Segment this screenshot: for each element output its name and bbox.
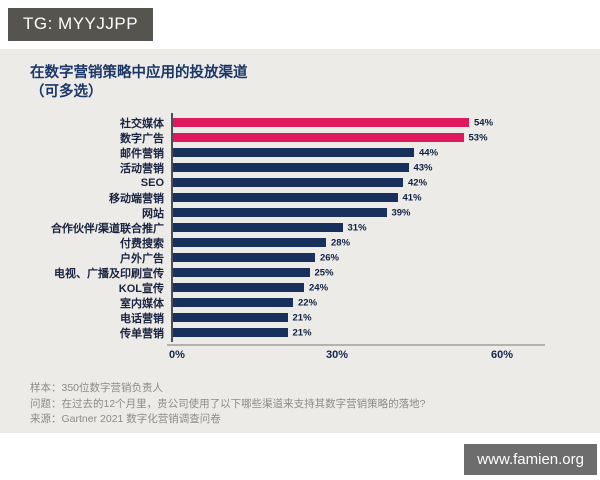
chart-panel: 在数字营销策略中应用的投放渠道 （可多选） 社交媒体 54% 数字广告 53% 邮件营销… xyxy=(0,49,600,433)
bar-track: 44% xyxy=(172,145,502,160)
bar-track: 42% xyxy=(172,175,502,190)
value-label: 25% xyxy=(314,267,334,278)
category-label: 合作伙伴/渠道联合推广 xyxy=(50,222,164,235)
chart-row: KOL宣传 24% xyxy=(30,280,600,295)
category-label: 网站 xyxy=(142,207,164,220)
category-label: 电话营销 xyxy=(120,312,164,325)
category-label: 室内媒体 xyxy=(120,297,164,310)
value-label: 53% xyxy=(468,132,488,143)
category-label: 数字广告 xyxy=(120,132,164,145)
bar-track: 21% xyxy=(172,310,502,325)
value-label: 21% xyxy=(292,312,312,323)
footnote-line: 样本：350位数字营销负责人 xyxy=(30,382,164,394)
value-label: 28% xyxy=(331,237,351,248)
value-label: 24% xyxy=(309,282,329,293)
bar-track: 25% xyxy=(172,265,502,280)
y-axis-line xyxy=(171,113,173,342)
bar xyxy=(172,237,326,248)
category-label: 电视、广播及印刷宣传 xyxy=(54,267,164,280)
chart-row: 网站 39% xyxy=(30,205,600,220)
bar-track: 24% xyxy=(172,280,502,295)
bar xyxy=(172,267,310,278)
bar xyxy=(172,177,403,188)
bar xyxy=(172,132,464,143)
chart-title: 在数字营销策略中应用的投放渠道 xyxy=(30,65,248,81)
x-axis-line xyxy=(167,344,545,346)
bar-track: 54% xyxy=(172,115,502,130)
bar xyxy=(172,192,398,203)
bar xyxy=(172,327,288,338)
tg-watermark-badge: TG: MYYJJPP xyxy=(8,8,154,41)
chart-row: 室内媒体 22% xyxy=(30,295,600,310)
bar xyxy=(172,297,293,308)
footnote-line: 来源：Gartner 2021 数字化营销调查问卷 xyxy=(30,413,221,425)
bar-track: 43% xyxy=(172,160,502,175)
category-label: 付费搜索 xyxy=(120,237,164,250)
value-label: 42% xyxy=(408,177,428,188)
x-axis-tick-label: 30% xyxy=(325,349,349,361)
value-label: 41% xyxy=(402,192,422,203)
value-label: 31% xyxy=(347,222,367,233)
chart-row: 数字广告 53% xyxy=(30,130,600,145)
value-label: 21% xyxy=(292,327,312,338)
bar xyxy=(172,162,409,173)
category-label: 移动端营销 xyxy=(109,192,164,205)
x-axis-ticks: 0% 30% 60% xyxy=(169,349,513,365)
chart-row: 电视、广播及印刷宣传 25% xyxy=(30,265,600,280)
bar xyxy=(172,222,343,233)
bar-track: 28% xyxy=(172,235,502,250)
value-label: 43% xyxy=(413,162,433,173)
chart-row: 电话营销 21% xyxy=(30,310,600,325)
footnotes: 样本：350位数字营销负责人问题：在过去的12个月里，贵公司使用了以下哪些渠道来… xyxy=(30,381,600,428)
bar xyxy=(172,147,414,158)
bar xyxy=(172,312,288,323)
chart-row: 活动营销 43% xyxy=(30,160,600,175)
value-label: 22% xyxy=(298,297,318,308)
value-label: 39% xyxy=(391,207,411,218)
category-label: 社交媒体 xyxy=(120,117,164,130)
bar xyxy=(172,207,387,218)
bar xyxy=(172,282,304,293)
chart-row: 社交媒体 54% xyxy=(30,115,600,130)
category-label: 户外广告 xyxy=(120,252,164,265)
bar-chart: 社交媒体 54% 数字广告 53% 邮件营销 44% 活动营销 43% SEO 42% 移动端营销 4… xyxy=(0,113,600,365)
bar-track: 26% xyxy=(172,250,502,265)
category-label: SEO xyxy=(140,176,164,189)
chart-row: 合作伙伴/渠道联合推广 31% xyxy=(30,220,600,235)
x-axis-tick-label: 60% xyxy=(490,349,514,361)
bar-track: 39% xyxy=(172,205,502,220)
chart-row: 传单营销 21% xyxy=(30,325,600,340)
category-label: KOL宣传 xyxy=(118,282,164,295)
value-label: 54% xyxy=(474,117,494,128)
website-watermark-badge: www.famien.org xyxy=(464,444,597,475)
category-label: 邮件营销 xyxy=(120,147,164,160)
chart-row: 邮件营销 44% xyxy=(30,145,600,160)
category-label: 活动营销 xyxy=(120,162,164,175)
chart-subtitle: （可多选） xyxy=(30,84,103,100)
footnote-line: 问题：在过去的12个月里，贵公司使用了以下哪些渠道来支持其数字营销策略的落地? xyxy=(30,397,426,410)
x-axis-tick-label: 0% xyxy=(169,349,185,361)
category-label: 传单营销 xyxy=(120,327,164,340)
bar xyxy=(172,117,469,128)
value-label: 26% xyxy=(319,252,339,263)
value-label: 44% xyxy=(419,147,439,158)
chart-row: SEO 42% xyxy=(30,175,600,190)
bar-track: 53% xyxy=(172,130,502,145)
chart-row: 户外广告 26% xyxy=(30,250,600,265)
bar-track: 21% xyxy=(172,325,502,340)
chart-row: 付费搜索 28% xyxy=(30,235,600,250)
chart-row: 移动端营销 41% xyxy=(30,190,600,205)
bar-track: 31% xyxy=(172,220,502,235)
bar xyxy=(172,252,315,263)
chart-rows: 社交媒体 54% 数字广告 53% 邮件营销 44% 活动营销 43% SEO 42% 移动端营销 4… xyxy=(30,115,600,340)
bar-track: 22% xyxy=(172,295,502,310)
bar-track: 41% xyxy=(172,190,502,205)
